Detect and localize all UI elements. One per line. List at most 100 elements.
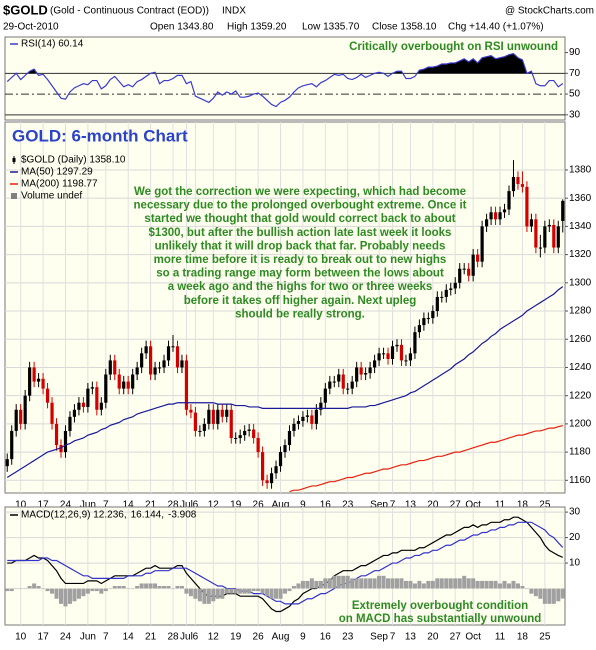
candle-body xyxy=(386,353,390,359)
x-tick-label: 7 xyxy=(103,500,109,511)
candle-body xyxy=(502,209,507,213)
histogram-bar xyxy=(345,575,350,589)
histogram-bar xyxy=(130,588,135,590)
x-tick-label: 19 xyxy=(230,632,242,643)
histogram-bar xyxy=(85,588,90,594)
histogram-bar xyxy=(72,588,77,602)
histogram-bar xyxy=(368,578,373,589)
x-tick-label: 7 xyxy=(390,500,396,511)
candle-body xyxy=(516,177,520,185)
candle-body xyxy=(252,429,256,438)
histogram-bar xyxy=(372,578,377,589)
candle-body xyxy=(256,437,260,453)
histogram-bar xyxy=(23,588,28,590)
histogram-bar xyxy=(480,580,485,589)
y-tick-label: 1380 xyxy=(569,165,592,176)
x-tick-label: 26 xyxy=(253,632,265,643)
legend-label: MA(200) 1198.77 xyxy=(21,179,98,190)
candle-body xyxy=(23,395,27,424)
panel xyxy=(4,506,566,626)
histogram-bar xyxy=(502,580,507,589)
candle-body xyxy=(355,367,359,382)
x-tick-label: Oct xyxy=(465,632,481,643)
y-tick-label: 30 xyxy=(569,109,581,120)
candle-body xyxy=(408,353,413,361)
exchange: INDX xyxy=(222,6,246,17)
x-tick-label: 14 xyxy=(123,632,135,643)
quote-close: Close 1358.10 xyxy=(372,22,437,33)
histogram-bar xyxy=(76,588,81,599)
x-tick-label: Jul xyxy=(180,632,193,643)
histogram-bar xyxy=(179,586,184,589)
histogram-bar xyxy=(471,578,476,589)
x-tick-label: Oct xyxy=(465,500,481,511)
x-tick-label: 18 xyxy=(517,632,529,643)
histogram-bar xyxy=(193,588,198,599)
candle-body xyxy=(72,409,77,417)
x-tick-label: 9 xyxy=(300,500,306,511)
legend-label: MA(50) 1297.29 xyxy=(21,167,93,178)
candle-body xyxy=(207,409,211,424)
x-tick-label: 16 xyxy=(320,500,332,511)
legend-label: 16.144, xyxy=(131,510,164,521)
histogram-bar xyxy=(170,588,176,590)
histogram-bar xyxy=(318,580,323,589)
quote-low: Low 1335.70 xyxy=(302,22,360,33)
histogram-bar xyxy=(117,586,122,589)
histogram-bar xyxy=(542,588,547,604)
candle-body xyxy=(202,423,206,431)
series-line xyxy=(6,52,564,108)
candle-body xyxy=(175,346,180,368)
candle-body xyxy=(247,429,251,431)
x-tick-label: Aug xyxy=(272,500,290,511)
annotation: $1300, but after the bullish action late… xyxy=(149,227,452,239)
candle-body xyxy=(561,200,565,222)
candle-body xyxy=(399,344,404,361)
x-tick-label: 17 xyxy=(38,500,50,511)
y-tick-label: 90 xyxy=(569,47,581,58)
histogram-bar xyxy=(287,588,292,592)
histogram-bar xyxy=(403,580,408,589)
x-tick-label: 7 xyxy=(390,632,396,643)
histogram-bar xyxy=(175,586,180,589)
x-tick-label: 14 xyxy=(123,500,135,511)
histogram-bar xyxy=(435,578,440,589)
histogram-bar xyxy=(354,578,359,589)
histogram-bar xyxy=(220,588,225,599)
candle-body xyxy=(220,409,224,417)
x-tick-label: 12 xyxy=(208,500,220,511)
candle-body xyxy=(310,415,314,424)
histogram-bar xyxy=(99,588,104,594)
date: 29-Oct-2010 xyxy=(3,22,59,33)
annotation: more time before it is ready to break ou… xyxy=(154,254,447,266)
histogram-bar xyxy=(67,588,72,604)
x-tick-label: 27 xyxy=(450,500,462,511)
candle-body xyxy=(292,423,296,431)
histogram-bar xyxy=(300,580,305,589)
histogram-bar xyxy=(556,588,561,602)
x-tick-label: 10 xyxy=(15,632,27,643)
candle-body xyxy=(153,367,157,375)
histogram-bar xyxy=(215,588,220,599)
x-tick-label: 26 xyxy=(253,500,265,511)
candle-body xyxy=(305,415,309,417)
histogram-bar xyxy=(336,575,341,589)
candle-body xyxy=(166,346,171,361)
x-tick-label: Sep xyxy=(370,632,388,643)
histogram-bar xyxy=(466,578,471,589)
candle-body xyxy=(54,423,59,446)
candle-body xyxy=(511,177,516,192)
histogram-bar xyxy=(9,588,14,592)
histogram-bar xyxy=(430,580,435,589)
x-tick-label: Jun xyxy=(80,500,96,511)
candle-body xyxy=(323,388,327,403)
candle-body xyxy=(265,480,269,484)
candle-body xyxy=(117,374,121,389)
candle-body xyxy=(301,416,305,422)
histogram-bar xyxy=(274,588,279,599)
candle-body xyxy=(81,402,85,407)
x-tick-label: 23 xyxy=(342,632,354,643)
candle-body xyxy=(426,318,430,320)
histogram-bar xyxy=(224,588,229,594)
